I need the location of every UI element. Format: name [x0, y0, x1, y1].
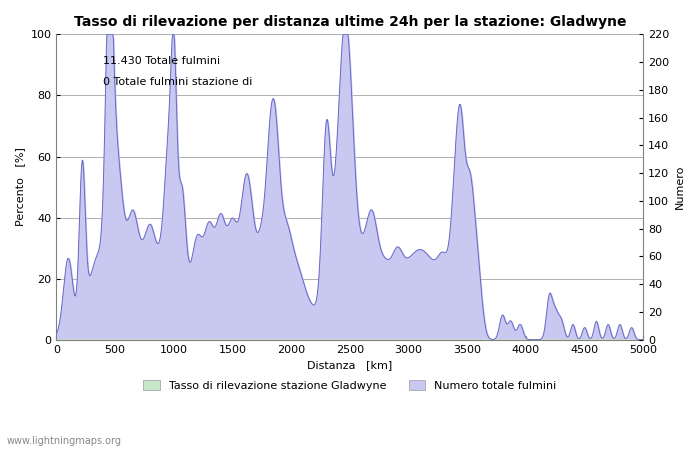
Y-axis label: Percento   [%]: Percento [%]: [15, 148, 25, 226]
Text: 0 Totale fulmini stazione di: 0 Totale fulmini stazione di: [104, 77, 253, 87]
Text: 11.430 Totale fulmini: 11.430 Totale fulmini: [104, 56, 220, 66]
Y-axis label: Numero: Numero: [675, 165, 685, 209]
Text: www.lightningmaps.org: www.lightningmaps.org: [7, 436, 122, 446]
X-axis label: Distanza   [km]: Distanza [km]: [307, 360, 393, 370]
Title: Tasso di rilevazione per distanza ultime 24h per la stazione: Gladwyne: Tasso di rilevazione per distanza ultime…: [74, 15, 626, 29]
Legend: Tasso di rilevazione stazione Gladwyne, Numero totale fulmini: Tasso di rilevazione stazione Gladwyne, …: [139, 376, 561, 395]
